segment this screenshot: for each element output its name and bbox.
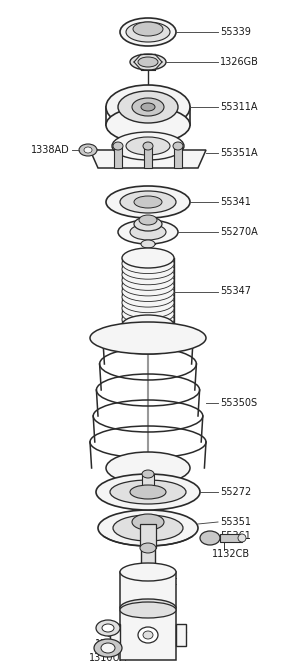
Bar xyxy=(144,146,152,168)
Bar xyxy=(142,474,154,492)
Text: 55339: 55339 xyxy=(220,27,251,37)
Ellipse shape xyxy=(122,309,174,329)
Text: 55347: 55347 xyxy=(220,286,251,296)
Ellipse shape xyxy=(122,276,174,296)
Text: 55311A: 55311A xyxy=(220,102,258,112)
Ellipse shape xyxy=(126,137,170,155)
Ellipse shape xyxy=(120,563,176,581)
Ellipse shape xyxy=(141,566,155,574)
Ellipse shape xyxy=(122,293,174,312)
Ellipse shape xyxy=(138,57,158,67)
Ellipse shape xyxy=(122,287,174,307)
Ellipse shape xyxy=(141,240,155,248)
Ellipse shape xyxy=(84,147,92,153)
Ellipse shape xyxy=(106,186,190,218)
Text: 1326GB: 1326GB xyxy=(220,57,259,67)
Bar xyxy=(110,624,120,646)
Text: 1338AD: 1338AD xyxy=(31,145,70,155)
Ellipse shape xyxy=(113,142,123,150)
Text: 55350S: 55350S xyxy=(220,398,257,408)
Text: 1310UA: 1310UA xyxy=(89,653,127,663)
Ellipse shape xyxy=(130,224,166,240)
Ellipse shape xyxy=(126,22,170,42)
Ellipse shape xyxy=(122,298,174,319)
Ellipse shape xyxy=(122,304,174,324)
Text: 55341: 55341 xyxy=(220,197,251,207)
Ellipse shape xyxy=(134,217,162,231)
Ellipse shape xyxy=(122,282,174,302)
Ellipse shape xyxy=(141,103,155,111)
Ellipse shape xyxy=(130,485,166,499)
Ellipse shape xyxy=(173,142,183,150)
Bar xyxy=(120,610,176,660)
Ellipse shape xyxy=(94,639,122,657)
Ellipse shape xyxy=(106,85,190,129)
Ellipse shape xyxy=(96,620,120,636)
Ellipse shape xyxy=(79,144,97,156)
Ellipse shape xyxy=(122,265,174,285)
Ellipse shape xyxy=(122,315,174,335)
Ellipse shape xyxy=(143,142,153,150)
Text: 55272: 55272 xyxy=(220,487,251,497)
Ellipse shape xyxy=(102,624,114,632)
Ellipse shape xyxy=(110,480,186,504)
Ellipse shape xyxy=(120,602,176,618)
Ellipse shape xyxy=(143,631,153,639)
Ellipse shape xyxy=(122,253,174,274)
Ellipse shape xyxy=(140,543,156,553)
Bar xyxy=(140,524,156,548)
Bar xyxy=(176,624,186,646)
Ellipse shape xyxy=(138,627,158,643)
Ellipse shape xyxy=(106,452,190,484)
Bar xyxy=(120,572,176,608)
Ellipse shape xyxy=(132,514,164,530)
Bar xyxy=(220,534,242,542)
Text: 1132CB: 1132CB xyxy=(212,549,250,559)
Polygon shape xyxy=(90,150,206,168)
Bar xyxy=(141,548,155,570)
Bar xyxy=(114,146,122,168)
Bar xyxy=(174,146,182,168)
Text: 55351: 55351 xyxy=(220,517,251,527)
Ellipse shape xyxy=(98,510,198,546)
Ellipse shape xyxy=(96,474,200,510)
Ellipse shape xyxy=(90,322,206,354)
Ellipse shape xyxy=(122,315,174,335)
Text: 55270A: 55270A xyxy=(220,227,258,237)
Ellipse shape xyxy=(132,98,164,116)
Text: 55351A: 55351A xyxy=(220,148,258,158)
Ellipse shape xyxy=(122,259,174,279)
Ellipse shape xyxy=(122,270,174,290)
Ellipse shape xyxy=(118,220,178,244)
Text: 55361: 55361 xyxy=(220,531,251,541)
Ellipse shape xyxy=(130,54,166,70)
Text: 1360JE: 1360JE xyxy=(95,639,129,649)
Ellipse shape xyxy=(113,515,183,541)
Ellipse shape xyxy=(122,248,174,268)
Ellipse shape xyxy=(139,215,157,225)
Ellipse shape xyxy=(120,599,176,617)
Ellipse shape xyxy=(133,22,163,36)
Ellipse shape xyxy=(120,191,176,213)
Ellipse shape xyxy=(141,544,155,552)
Ellipse shape xyxy=(120,18,176,46)
Ellipse shape xyxy=(200,531,220,545)
Ellipse shape xyxy=(101,643,115,653)
Ellipse shape xyxy=(112,132,184,160)
Ellipse shape xyxy=(142,470,154,478)
Ellipse shape xyxy=(238,534,246,542)
Ellipse shape xyxy=(118,91,178,123)
Ellipse shape xyxy=(106,107,190,143)
Ellipse shape xyxy=(134,196,162,208)
